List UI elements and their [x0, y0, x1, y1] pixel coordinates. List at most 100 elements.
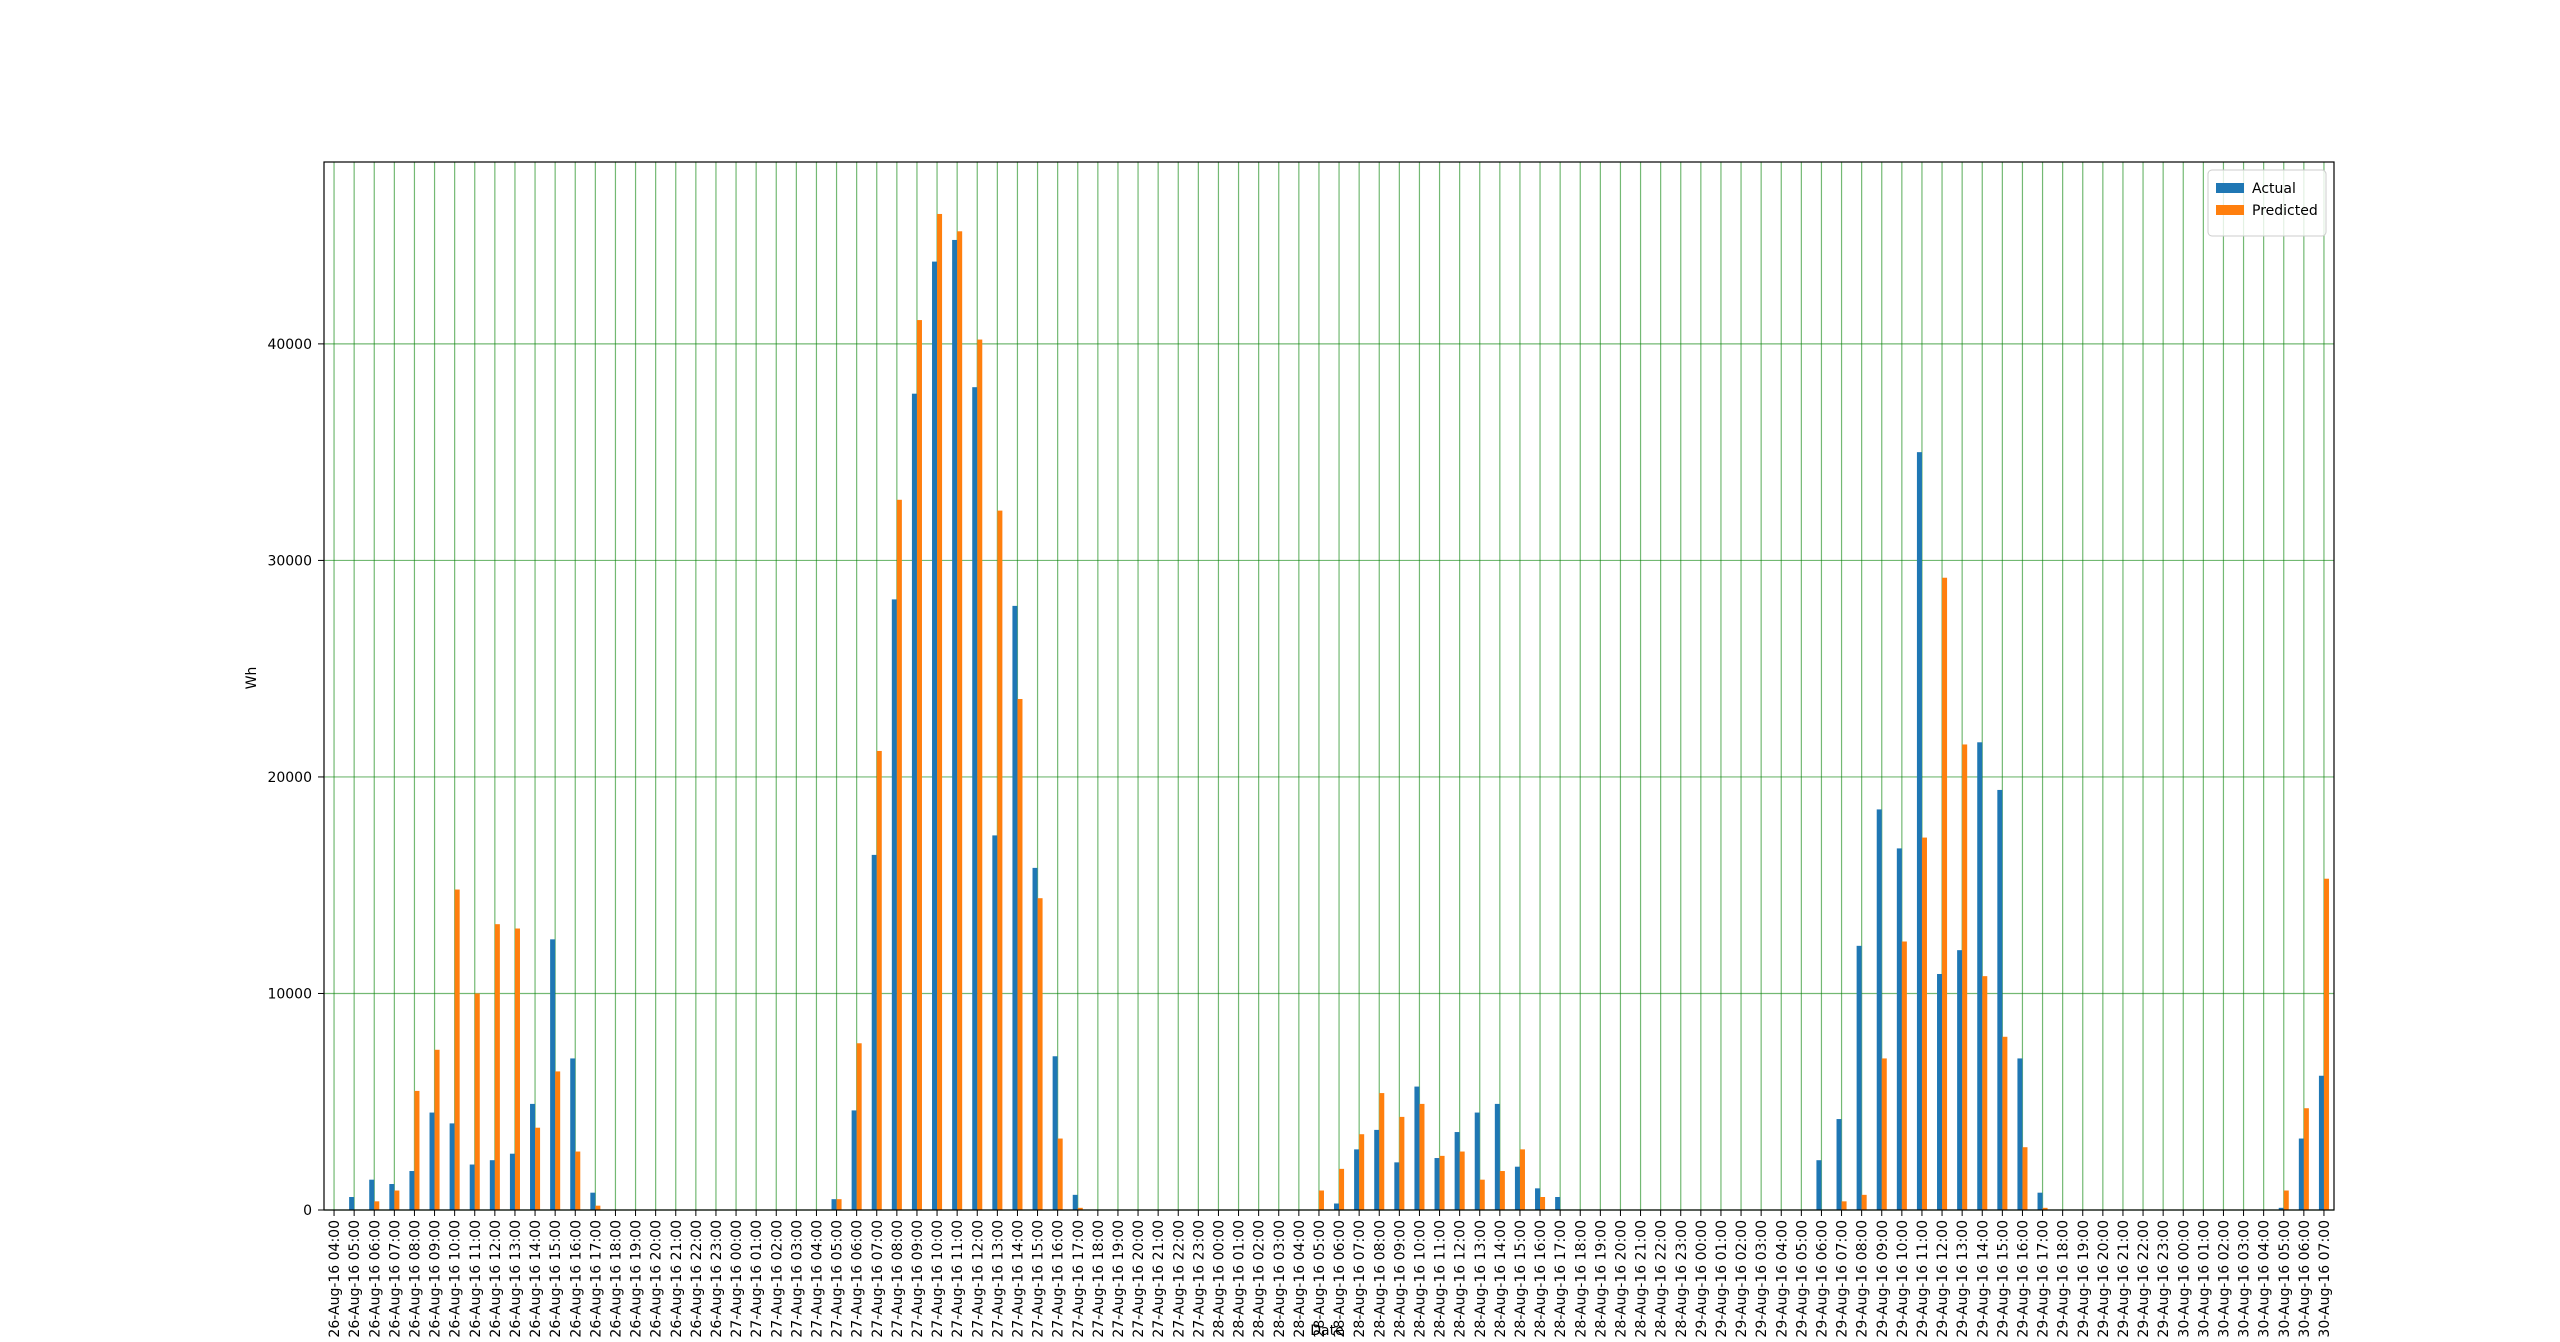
bar [555, 1071, 561, 1210]
x-tick-label: 26-Aug-16 12:00 [488, 1220, 504, 1338]
x-tick-label: 30-Aug-16 04:00 [2257, 1220, 2273, 1338]
bar [952, 239, 958, 1210]
x-tick-label: 27-Aug-16 11:00 [950, 1220, 966, 1338]
bar [414, 1090, 420, 1210]
bar [916, 320, 922, 1210]
x-tick-label: 28-Aug-16 18:00 [1573, 1220, 1589, 1338]
bar [1499, 1171, 1505, 1210]
bar [997, 510, 1003, 1210]
bar [2278, 1207, 2284, 1210]
x-tick-label: 30-Aug-16 03:00 [2237, 1220, 2253, 1338]
bar [1318, 1190, 1324, 1210]
bar [1037, 898, 1043, 1210]
bar [972, 387, 978, 1211]
bar [1514, 1166, 1520, 1210]
x-tick-label: 26-Aug-16 23:00 [709, 1220, 725, 1338]
bar [1454, 1132, 1460, 1210]
x-tick-label: 26-Aug-16 07:00 [387, 1220, 403, 1338]
bar [977, 339, 983, 1210]
x-tick-label: 28-Aug-16 04:00 [1292, 1220, 1308, 1338]
bar [1439, 1155, 1445, 1210]
bar [2042, 1207, 2048, 1210]
y-tick-label: 0 [303, 1203, 312, 1219]
legend: Actual Predicted [2207, 169, 2327, 237]
x-tick-label: 26-Aug-16 21:00 [669, 1220, 685, 1338]
x-tick-label: 28-Aug-16 17:00 [1553, 1220, 1569, 1338]
bar [1414, 1086, 1420, 1210]
bar [1459, 1151, 1465, 1210]
bar [1399, 1116, 1405, 1210]
bar [1354, 1149, 1360, 1210]
bar [1379, 1093, 1385, 1210]
bar [1816, 1160, 1822, 1210]
y-tick-label: 40000 [267, 337, 312, 353]
x-tick-label: 28-Aug-16 13:00 [1473, 1220, 1489, 1338]
bar [1434, 1158, 1440, 1210]
bar [891, 599, 897, 1210]
x-tick-label: 29-Aug-16 21:00 [2116, 1220, 2132, 1338]
x-tick-label: 29-Aug-16 16:00 [2015, 1220, 2031, 1338]
y-tick-label: 30000 [267, 553, 312, 569]
x-tick-label: 28-Aug-16 10:00 [1412, 1220, 1428, 1338]
bar [1052, 1056, 1058, 1210]
x-tick-label: 30-Aug-16 01:00 [2196, 1220, 2212, 1338]
x-tick-label: 29-Aug-16 11:00 [1915, 1220, 1931, 1338]
plot-frame [323, 161, 2335, 1211]
bar [1937, 973, 1943, 1210]
x-tick-label: 27-Aug-16 08:00 [890, 1220, 906, 1338]
y-axis-label: Wh [244, 667, 260, 690]
x-tick-label: 26-Aug-16 14:00 [528, 1220, 544, 1338]
x-tick-label: 26-Aug-16 10:00 [448, 1220, 464, 1338]
x-tick-label: 28-Aug-16 16:00 [1533, 1220, 1549, 1338]
x-tick-label: 29-Aug-16 08:00 [1855, 1220, 1871, 1338]
x-tick-label: 26-Aug-16 06:00 [367, 1220, 383, 1338]
x-tick-label: 26-Aug-16 09:00 [428, 1220, 444, 1338]
bar [1997, 789, 2003, 1210]
x-tick-label: 30-Aug-16 00:00 [2176, 1220, 2192, 1338]
bar [349, 1197, 355, 1210]
bar [1334, 1203, 1340, 1210]
x-tick-label: 29-Aug-16 12:00 [1935, 1220, 1951, 1338]
bar [1359, 1134, 1365, 1210]
bar [1032, 867, 1038, 1210]
x-tick-label: 28-Aug-16 14:00 [1493, 1220, 1509, 1338]
x-tick-label: 27-Aug-16 05:00 [830, 1220, 846, 1338]
x-tick-label: 30-Aug-16 05:00 [2277, 1220, 2293, 1338]
x-tick-label: 28-Aug-16 22:00 [1654, 1220, 1670, 1338]
bar [1540, 1197, 1546, 1210]
bar [1977, 742, 1983, 1210]
x-tick-label: 29-Aug-16 04:00 [1774, 1220, 1790, 1338]
bar [1479, 1179, 1485, 1210]
x-tick-label: 27-Aug-16 03:00 [789, 1220, 805, 1338]
bar [1881, 1058, 1887, 1210]
x-tick-label: 28-Aug-16 03:00 [1272, 1220, 1288, 1338]
x-tick-label: 28-Aug-16 19:00 [1593, 1220, 1609, 1338]
bar [2323, 878, 2329, 1210]
x-tick-label: 30-Aug-16 06:00 [2297, 1220, 2313, 1338]
bar [1057, 1138, 1063, 1210]
bar [1419, 1103, 1425, 1210]
bar [932, 261, 938, 1211]
x-tick-label: 27-Aug-16 13:00 [990, 1220, 1006, 1338]
bar [474, 993, 480, 1210]
bar [429, 1112, 435, 1210]
x-tick-label: 26-Aug-16 16:00 [568, 1220, 584, 1338]
x-tick-label: 27-Aug-16 01:00 [749, 1220, 765, 1338]
x-tick-label: 29-Aug-16 13:00 [1955, 1220, 1971, 1338]
x-tick-label: 26-Aug-16 05:00 [347, 1220, 363, 1338]
x-tick-label: 27-Aug-16 07:00 [870, 1220, 886, 1338]
x-tick-label: 28-Aug-16 11:00 [1433, 1220, 1449, 1338]
legend-swatch [2216, 205, 2244, 215]
bar [937, 213, 943, 1211]
bar [1841, 1201, 1847, 1210]
bar [494, 924, 500, 1210]
x-tick-label: 26-Aug-16 04:00 [327, 1220, 343, 1338]
x-tick-label: 26-Aug-16 15:00 [548, 1220, 564, 1338]
x-tick-label: 29-Aug-16 18:00 [2056, 1220, 2072, 1338]
bar [2037, 1192, 2043, 1210]
x-tick-label: 27-Aug-16 14:00 [1010, 1220, 1026, 1338]
x-tick-label: 27-Aug-16 19:00 [1111, 1220, 1127, 1338]
bar [469, 1164, 475, 1210]
bar [1942, 577, 1948, 1210]
bar [595, 1205, 601, 1210]
